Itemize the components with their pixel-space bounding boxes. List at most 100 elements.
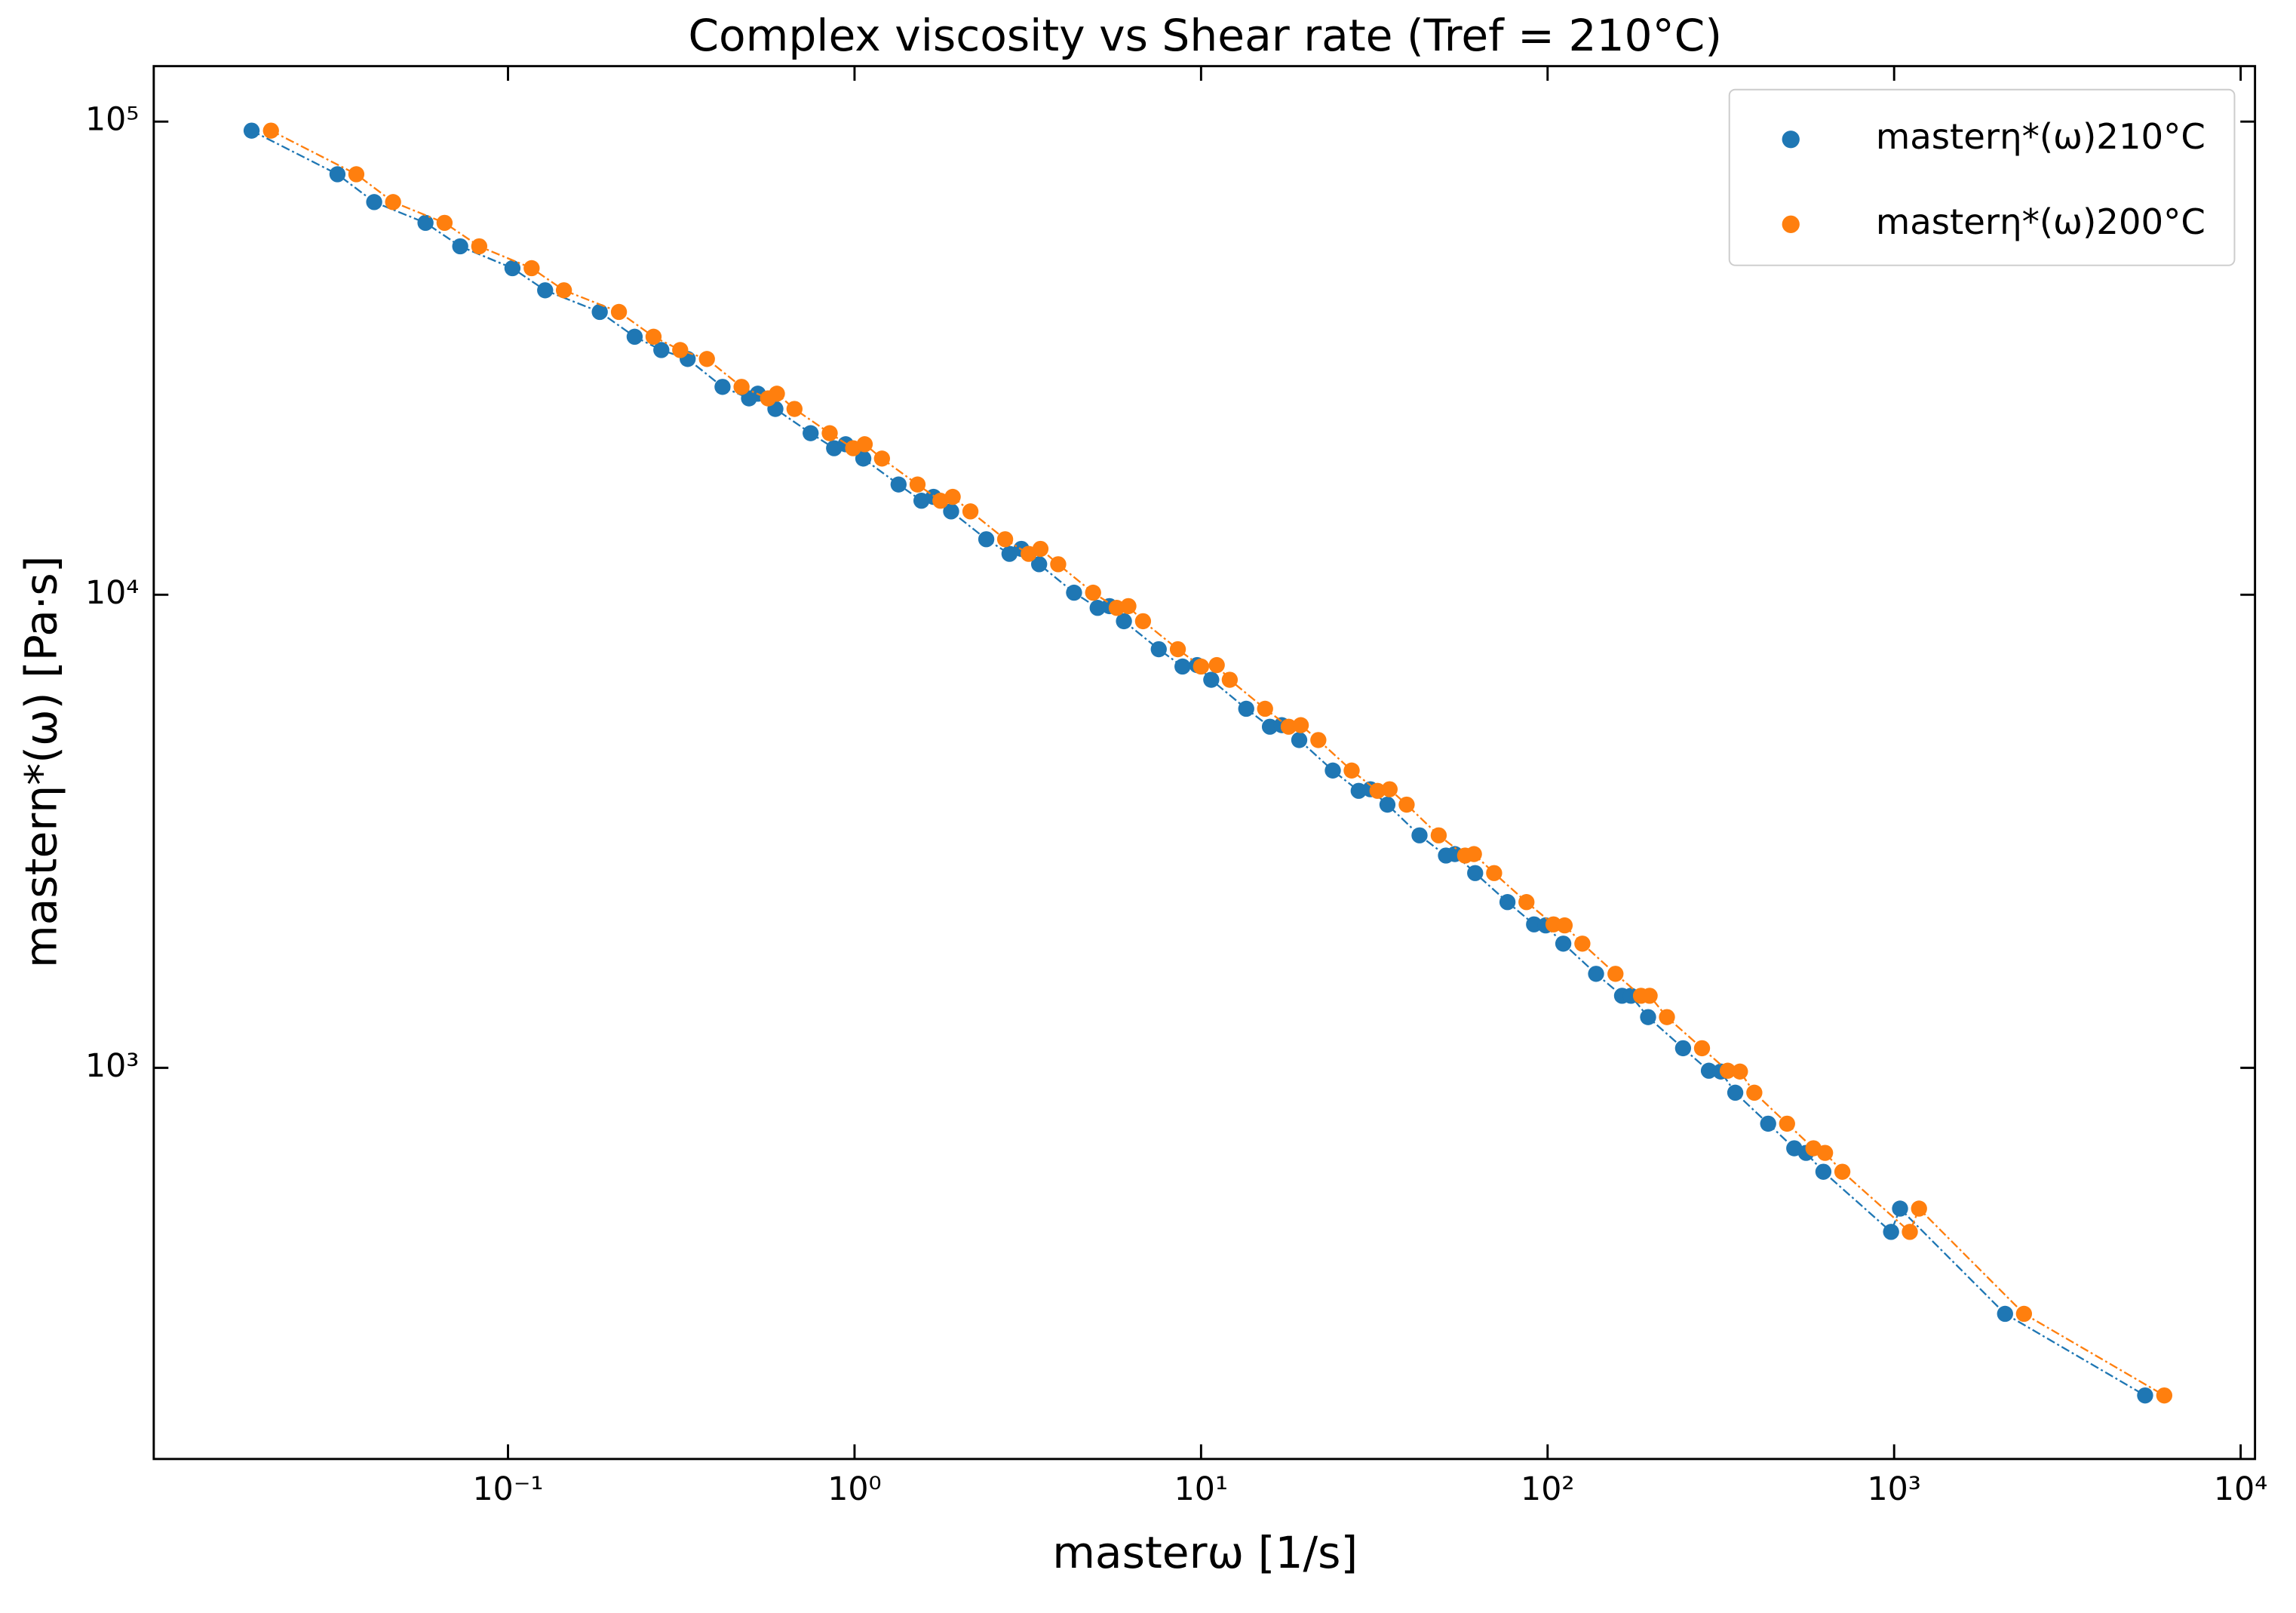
data-point xyxy=(1574,936,1591,952)
data-point xyxy=(996,531,1014,548)
data-point xyxy=(1760,1115,1776,1132)
data-point xyxy=(1343,762,1360,779)
legend-box xyxy=(1728,88,2236,266)
data-point xyxy=(1556,917,1573,934)
data-point xyxy=(1238,700,1254,717)
data-point xyxy=(1892,1200,1908,1217)
data-point xyxy=(452,238,468,255)
data-point xyxy=(1031,556,1048,573)
data-point xyxy=(1466,846,1482,862)
data-point xyxy=(1700,1062,1717,1079)
data-point xyxy=(786,401,803,417)
data-point xyxy=(1727,1084,1744,1101)
data-point xyxy=(1779,1115,1795,1132)
data-point xyxy=(1911,1200,1927,1217)
data-point xyxy=(262,122,279,139)
data-point xyxy=(962,503,979,520)
data-point xyxy=(591,303,608,321)
data-point xyxy=(1674,1040,1692,1057)
data-point xyxy=(1085,584,1101,601)
data-point xyxy=(348,166,365,183)
data-point xyxy=(329,166,346,183)
data-point xyxy=(1221,671,1239,688)
x-tick-label: 10² xyxy=(1521,1470,1574,1508)
data-point xyxy=(1430,827,1447,843)
data-point xyxy=(1120,598,1137,615)
data-point xyxy=(890,476,907,493)
data-point xyxy=(1815,1163,1832,1180)
data-point xyxy=(978,531,995,548)
data-point xyxy=(2015,1305,2033,1323)
data-point xyxy=(1310,732,1327,748)
y-tick-label: 10⁴ xyxy=(85,574,139,612)
chart-title: Complex viscosity vs Shear rate (Tref = … xyxy=(688,10,1722,61)
data-point xyxy=(385,194,401,210)
data-point xyxy=(1050,556,1067,573)
data-point xyxy=(733,379,750,395)
data-point xyxy=(909,476,926,493)
data-point xyxy=(672,342,689,358)
data-point xyxy=(366,194,382,210)
data-point xyxy=(856,436,873,453)
legend-label: masterη*(ω)210°C xyxy=(1876,116,2205,157)
data-point xyxy=(1816,1144,1834,1161)
data-point xyxy=(523,260,540,277)
data-point xyxy=(1257,700,1273,717)
data-point xyxy=(1641,988,1658,1004)
data-point xyxy=(417,214,434,232)
data-point xyxy=(2137,1387,2153,1404)
data-point xyxy=(1486,865,1503,881)
data-point xyxy=(610,303,628,321)
data-point xyxy=(821,425,838,441)
y-axis-label: masterη*(ω) [Pa·s] xyxy=(15,556,66,968)
data-point xyxy=(1174,658,1191,675)
y-tick-label: 10⁵ xyxy=(85,101,139,139)
data-point xyxy=(1518,894,1535,911)
data-point xyxy=(1208,656,1225,674)
y-tick-label: 10³ xyxy=(85,1047,139,1085)
data-point xyxy=(1398,796,1415,813)
data-point xyxy=(1150,641,1167,658)
data-point xyxy=(1883,1224,1899,1240)
data-point xyxy=(1066,584,1082,601)
legend-label: masterη*(ω)200°C xyxy=(1876,201,2205,242)
x-tick-label: 10³ xyxy=(1867,1470,1920,1508)
data-point xyxy=(1902,1224,1918,1240)
data-point xyxy=(1588,966,1604,982)
data-point xyxy=(1292,717,1309,733)
data-point xyxy=(1116,613,1132,630)
frame xyxy=(152,65,2257,1461)
data-point xyxy=(626,328,643,346)
data-point xyxy=(1203,671,1220,688)
data-point xyxy=(1526,916,1542,932)
data-point xyxy=(855,450,872,467)
x-tick-label: 10⁰ xyxy=(827,1470,881,1508)
x-tick-label: 10⁻¹ xyxy=(473,1470,544,1508)
data-point xyxy=(436,214,453,232)
data-point xyxy=(1659,1009,1675,1025)
data-point xyxy=(1261,718,1278,735)
data-point xyxy=(1732,1063,1748,1080)
data-point xyxy=(698,351,715,367)
data-point xyxy=(1834,1163,1851,1180)
data-point xyxy=(1381,781,1398,797)
x-axis-label: masterω [1/s] xyxy=(1052,1527,1358,1578)
data-point xyxy=(714,379,731,395)
data-point xyxy=(2156,1387,2173,1404)
data-point xyxy=(1555,936,1572,952)
data-point xyxy=(1291,732,1308,748)
data-point xyxy=(1719,1062,1736,1079)
data-point xyxy=(555,282,572,299)
data-point xyxy=(1746,1084,1763,1101)
data-point xyxy=(1467,865,1484,881)
data-point xyxy=(653,342,670,358)
data-point xyxy=(1032,540,1049,558)
legend-marker xyxy=(1782,215,1800,233)
data-point xyxy=(1089,600,1106,616)
data-point xyxy=(769,386,785,402)
data-point xyxy=(471,238,488,255)
data-point xyxy=(504,260,521,277)
